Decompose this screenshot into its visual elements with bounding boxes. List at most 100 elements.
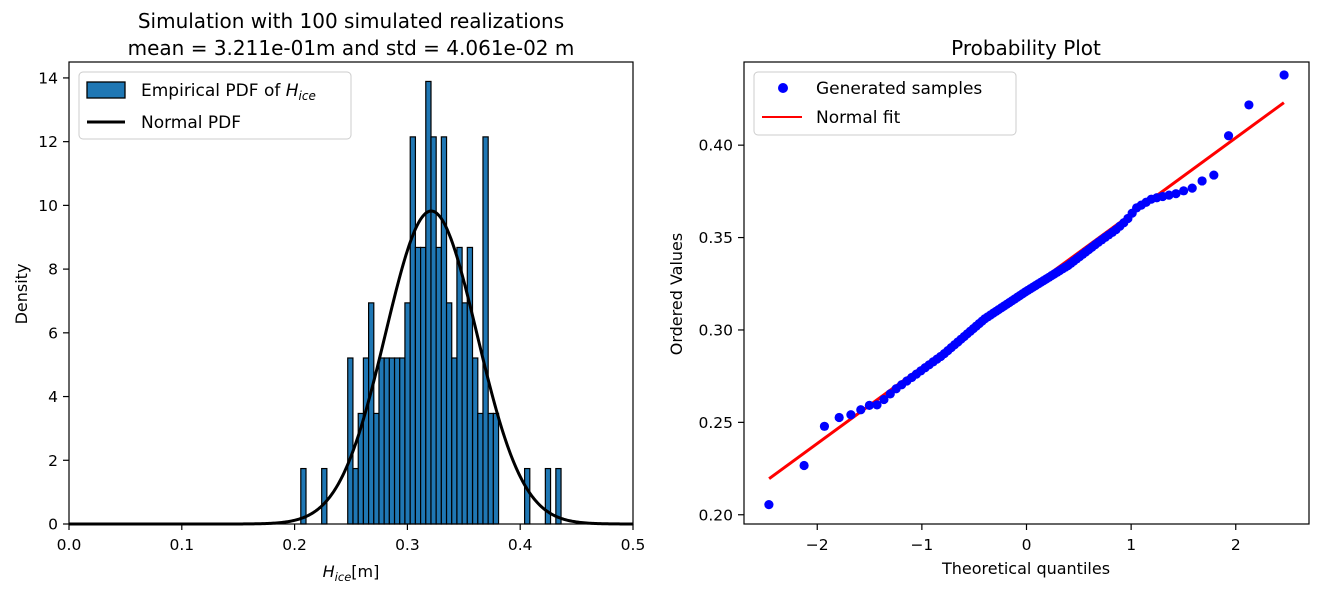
- histogram-x-tick-label: 0.2: [282, 536, 307, 554]
- histogram-legend-box: [78, 71, 352, 140]
- histogram-legend: Empirical PDF of Hice Normal PDF: [78, 71, 352, 140]
- legend-label-generated-samples: Generated samples: [816, 79, 982, 99]
- histogram-bar-12: [399, 357, 406, 525]
- legend-label-empirical-pdf: Empirical PDF of Hice: [141, 81, 316, 103]
- histogram-x-tick-label: 0.0: [57, 536, 82, 554]
- x-label-subscript: ice: [335, 570, 352, 584]
- sample-point: [819, 421, 830, 431]
- sample-point: [1187, 183, 1197, 193]
- legend-swatch-empirical-pdf: [86, 81, 126, 99]
- histogram-bar-16: [420, 246, 427, 525]
- sample-point: [856, 405, 866, 415]
- sample-point: [764, 500, 774, 510]
- histogram-bar-3: [352, 467, 359, 525]
- histogram-y-tick-label: 2: [48, 452, 58, 470]
- sample-point: [846, 410, 856, 420]
- histogram-bar-29: [487, 412, 494, 525]
- probability-plot-y-ticks: 0.20 0.25 0.30 0.35 0.40: [698, 137, 744, 524]
- histogram-bar-7: [373, 412, 380, 525]
- sample-point: [1223, 131, 1234, 141]
- x-label-unit: [m]: [351, 562, 379, 581]
- histogram-y-tick-label: 4: [48, 388, 58, 406]
- sample-point: [864, 400, 874, 410]
- histogram-bar-15: [414, 246, 422, 525]
- legend-empirical-subscript: ice: [299, 89, 316, 103]
- histogram-x-axis-label: Hice[m]: [323, 562, 380, 584]
- histogram-bar-31: [523, 467, 531, 525]
- histogram-x-tick-label: 0.3: [395, 536, 420, 554]
- legend-label-normal-fit: Normal fit: [816, 108, 901, 128]
- histogram-bar-6: [368, 302, 375, 525]
- probability-plot-y-tick-label: 0.35: [698, 229, 733, 247]
- histogram-bar-22: [451, 357, 458, 525]
- probability-plot-y-tick-label: 0.40: [698, 137, 733, 155]
- histogram-bar-30: [492, 412, 500, 525]
- histogram-bar-17: [425, 80, 432, 525]
- legend-empirical-symbol: H: [286, 81, 299, 101]
- histogram-panel: Simulation with 100 simulated realizatio…: [12, 9, 645, 584]
- histogram-bar-11: [393, 357, 401, 525]
- sample-point: [1171, 189, 1181, 199]
- histogram-y-tick-label: 0: [48, 516, 58, 534]
- sample-point: [879, 394, 889, 405]
- histogram-y-tick-label: 8: [48, 261, 58, 279]
- histogram-bar-19: [435, 246, 442, 525]
- histogram-bar-27: [477, 412, 484, 525]
- probability-plot-legend-box: [753, 71, 1017, 136]
- probability-plot-panel: Probability Plot −2 −1 0 1 2 0.20 0.25 0.30 0.3…: [667, 36, 1310, 578]
- histogram-x-tick-label: 0.1: [169, 536, 194, 554]
- histogram-bar-9: [383, 357, 390, 525]
- histogram-bar-1: [321, 467, 328, 525]
- sample-point: [799, 460, 809, 471]
- sample-point: [834, 412, 844, 423]
- x-label-symbol: H: [323, 562, 335, 581]
- histogram-bar-21: [445, 302, 453, 525]
- legend-marker-generated-samples: [778, 83, 788, 93]
- histogram-bar-5: [362, 357, 370, 525]
- probability-plot-x-tick-label: 1: [1126, 536, 1136, 554]
- histogram-y-tick-label: 10: [38, 197, 58, 215]
- probability-plot-x-tick-label: 2: [1231, 536, 1241, 554]
- histogram-bar-23: [456, 246, 463, 525]
- sample-point: [1179, 186, 1189, 196]
- probability-plot-title: Probability Plot: [951, 36, 1101, 60]
- histogram-bar-32: [544, 467, 552, 525]
- histogram-bar-13: [404, 302, 411, 525]
- histogram-x-ticks: 0.0 0.1 0.2 0.3 0.4 0.5: [57, 524, 646, 554]
- probability-plot-legend: Generated samples Normal fit: [753, 71, 1017, 136]
- sample-point: [872, 400, 882, 410]
- probability-plot-y-axis-label: Ordered Values: [667, 233, 686, 355]
- sample-points: [764, 70, 1289, 510]
- histogram-y-tick-label: 6: [48, 324, 58, 342]
- legend-label-normal-pdf: Normal PDF: [141, 113, 241, 133]
- histogram-bar-14: [409, 136, 417, 525]
- sample-point: [1279, 70, 1289, 80]
- probability-plot-y-tick-label: 0.20: [698, 506, 733, 524]
- histogram-y-tick-label: 12: [38, 133, 58, 151]
- histogram-bar-2: [347, 357, 354, 525]
- histogram-title-line-2: mean = 3.211e-01m and std = 4.061e-02 m: [128, 36, 575, 60]
- histogram-title-line-1: Simulation with 100 simulated realizatio…: [138, 9, 564, 33]
- histogram-y-tick-label: 14: [38, 69, 58, 87]
- histogram-bar-24: [461, 302, 468, 525]
- probability-plot-x-ticks: −2 −1 0 1 2: [806, 524, 1241, 554]
- histogram-x-tick-label: 0.4: [508, 536, 533, 554]
- histogram-bar-18: [430, 136, 437, 525]
- probability-plot-x-tick-label: −2: [806, 536, 829, 554]
- legend-empirical-prefix: Empirical PDF of: [141, 81, 286, 101]
- sample-point: [1209, 170, 1219, 180]
- histogram-bar-20: [440, 136, 448, 525]
- histogram-bar-8: [378, 357, 385, 525]
- histogram-y-ticks: 0 2 4 6 8 10 12 14: [38, 69, 69, 534]
- histogram-axes-frame: [68, 61, 634, 525]
- probability-plot-x-tick-label: 0: [1022, 536, 1032, 554]
- sample-point: [1164, 190, 1174, 200]
- histogram-y-axis-label: Density: [12, 264, 31, 325]
- histogram-bar-28: [482, 136, 489, 525]
- histogram-x-tick-label: 0.5: [621, 536, 646, 554]
- histogram-bar-25: [466, 246, 474, 525]
- histogram-bar-10: [388, 357, 396, 525]
- probability-plot-y-tick-label: 0.25: [698, 414, 733, 432]
- probability-plot-x-axis-label: Theoretical quantiles: [941, 559, 1110, 578]
